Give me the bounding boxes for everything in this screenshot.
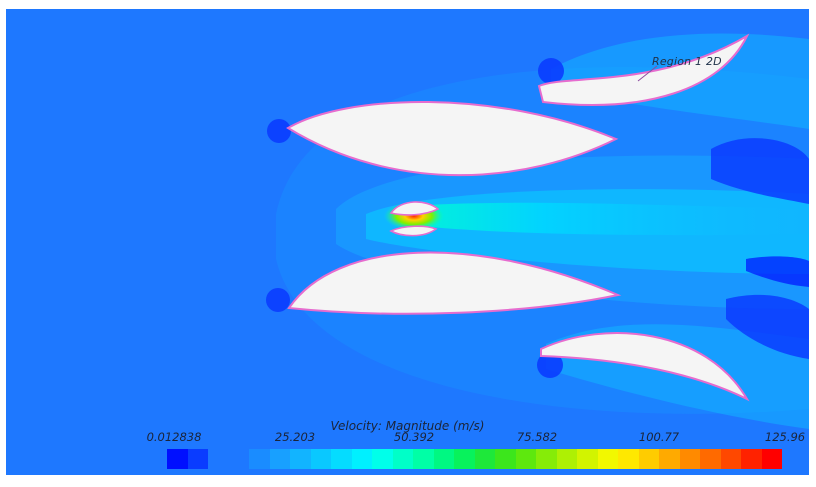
lower-right-vane-body: [540, 332, 750, 402]
colorbar-swatch: [741, 449, 762, 469]
solid-bodies: [286, 33, 750, 402]
colorbar-swatch: [700, 449, 721, 469]
colorbar-swatch: [372, 449, 393, 469]
colorbar-tick-3: 50.392: [393, 430, 435, 444]
colorbar-swatch: [515, 449, 536, 469]
colorbar-swatch: [310, 449, 331, 469]
colorbar-swatch: [720, 449, 741, 469]
colorbar-tick-min: 0.012838: [146, 430, 202, 444]
colorbar-swatch: [597, 449, 618, 469]
simulation-viewport[interactable]: Region 1 2D Velocity: Magnitude (m/s) 0.…: [6, 9, 809, 475]
colorbar-swatch: [577, 449, 598, 469]
upper-airfoil-body: [286, 100, 619, 177]
colorbar-swatch: [208, 449, 229, 469]
colorbar-title: Velocity: Magnitude (m/s): [330, 419, 485, 433]
colorbar-tick-4: 75.582: [516, 430, 558, 444]
colorbar-swatch: [454, 449, 475, 469]
region-label: Region 1 2D: [652, 55, 722, 68]
lower-nozzle-lip: [389, 225, 438, 237]
velocity-field-plot: [266, 33, 809, 429]
colorbar-swatch: [659, 449, 680, 469]
lower-airfoil-body: [287, 251, 622, 315]
colorbar-swatch: [351, 449, 372, 469]
upper-right-vane-body: [537, 33, 750, 106]
colorbar-swatch: [638, 449, 659, 469]
colorbar-swatch: [167, 449, 188, 469]
colorbar-swatch: [495, 449, 516, 469]
colorbar-tick-2: 25.203: [274, 430, 316, 444]
upper-nozzle-lip: [389, 201, 440, 216]
velocity-colorbar: [167, 449, 782, 469]
colorbar-swatch: [392, 449, 413, 469]
colorbar-swatch: [290, 449, 311, 469]
colorbar-swatch: [536, 449, 557, 469]
colorbar-swatch: [249, 449, 270, 469]
region-label-leader: [637, 65, 658, 82]
colorbar-swatch: [679, 449, 700, 469]
colorbar-swatch: [269, 449, 290, 469]
colorbar-swatch: [761, 449, 782, 469]
colorbar-swatch: [556, 449, 577, 469]
colorbar-swatch: [331, 449, 352, 469]
colorbar-tick-max: 125.96: [764, 430, 806, 444]
colorbar-swatch: [433, 449, 454, 469]
colorbar-swatch: [228, 449, 249, 469]
colorbar-swatch: [618, 449, 639, 469]
colorbar-swatch: [187, 449, 208, 469]
colorbar-swatch: [413, 449, 434, 469]
colorbar-tick-5: 100.77: [638, 430, 680, 444]
colorbar-swatch: [474, 449, 495, 469]
